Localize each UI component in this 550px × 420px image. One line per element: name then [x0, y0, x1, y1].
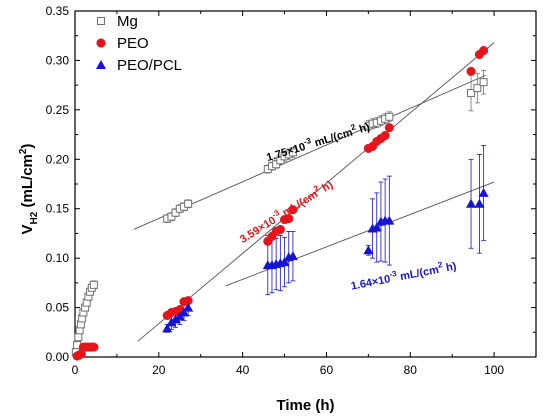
peo-pcl-point [162, 323, 173, 333]
legend-marker-peo [96, 38, 106, 48]
mg-fit-line [133, 74, 486, 230]
annotation-peopcl-rate: 1.64×10-3 mL/(cm2 h) [349, 257, 458, 292]
peo-pcl-point [384, 215, 395, 225]
legend-marker-peo-pcl [96, 60, 106, 69]
x-tick-label: 20 [152, 363, 166, 377]
mg-point [473, 84, 482, 93]
data-markers [71, 45, 489, 361]
peo-pcl-point [466, 198, 477, 208]
legend-label-mg: Mg [117, 13, 138, 30]
y-tick-label: 0.25 [46, 103, 70, 117]
y-tick-label: 0.30 [46, 53, 70, 67]
peo-pcl-point [166, 317, 177, 327]
peo-point [466, 66, 476, 76]
peo-pcl-point [183, 302, 194, 312]
peo-point [284, 214, 294, 224]
legend-marker-mg [97, 17, 105, 25]
x-tick-label: 100 [484, 363, 504, 377]
peo-point [288, 205, 298, 215]
axes: 0 20 40 60 80 100 0.00 0.05 0.10 0.15 0.20 0.25 0.30… [46, 4, 537, 377]
y-tick-label: 0.15 [46, 202, 70, 216]
y-tick-label: 0.05 [46, 301, 70, 315]
legend-label-peo: PEO [117, 35, 149, 52]
axis-titles: Time (h) VH2 (mL/cm2) [18, 144, 335, 414]
y-axis-title: VH2 (mL/cm2) [18, 144, 40, 235]
annotation-peo-rate: 3.59×10-3 mL/(cm2 h) [236, 176, 335, 246]
peo-point [275, 224, 285, 235]
peo-fit-line [137, 42, 495, 342]
mg-point [89, 280, 98, 289]
y-tick-label: 0.10 [46, 251, 70, 265]
peo-point [380, 131, 390, 141]
mg-point [74, 333, 83, 342]
y-tick-label: 0.00 [46, 350, 70, 364]
peo-pcl-point [178, 307, 189, 317]
peo-pcl-point [478, 187, 489, 197]
peo-pcl-point [363, 245, 374, 255]
mg-point [288, 148, 297, 157]
mg-point [467, 89, 476, 98]
peo-pcl-point [279, 257, 290, 267]
legend-label-peo-pcl: PEO/PCL [117, 57, 182, 74]
peo-pcl-point [170, 314, 181, 324]
peo-pcl-point [371, 222, 382, 232]
mg-point [184, 199, 193, 208]
mg-point [385, 112, 394, 121]
peo-point [479, 45, 489, 56]
legend: Mg PEO PEO/PCL [96, 13, 182, 74]
x-axis-title: Time (h) [276, 397, 334, 414]
x-tick-label: 60 [320, 363, 334, 377]
annotation-mg-rate: 1.75×10-3 mL/(cm2 h) [264, 118, 371, 164]
error-bars [73, 47, 487, 358]
peo-pcl-point [287, 251, 298, 261]
peo-point [89, 342, 99, 352]
y-tick-label: 0.35 [46, 4, 70, 18]
x-tick-label: 40 [236, 363, 250, 377]
peo-pcl-point [474, 198, 485, 208]
y-tick-label: 0.20 [46, 152, 70, 166]
x-tick-label: 80 [404, 363, 418, 377]
mg-point [479, 78, 488, 87]
peo-point [384, 123, 394, 133]
x-tick-label: 0 [72, 363, 79, 377]
